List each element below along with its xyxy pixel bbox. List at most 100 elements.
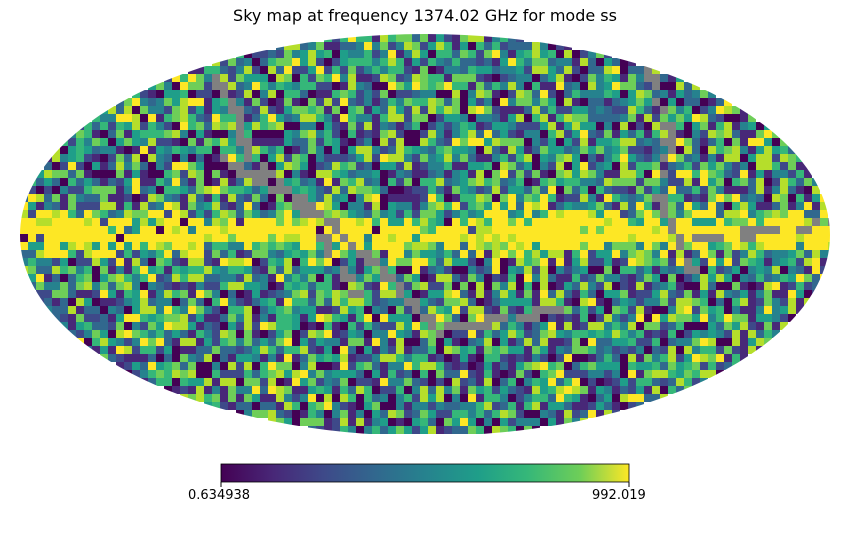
map-pixel — [636, 258, 644, 266]
map-pixel — [620, 90, 628, 98]
map-pixel — [396, 234, 404, 242]
map-pixel — [356, 418, 364, 426]
map-pixel — [724, 322, 732, 330]
map-pixel — [684, 314, 692, 322]
map-pixel — [660, 354, 668, 362]
map-pixel — [540, 122, 548, 130]
map-pixel — [716, 362, 724, 370]
map-pixel — [660, 218, 668, 226]
map-pixel — [492, 170, 500, 178]
map-pixel — [516, 370, 524, 378]
map-pixel — [172, 354, 180, 362]
map-pixel — [60, 138, 68, 146]
map-pixel — [460, 58, 468, 66]
map-pixel — [260, 178, 268, 186]
map-pixel — [268, 338, 276, 346]
map-pixel — [380, 82, 388, 90]
map-pixel — [260, 250, 268, 258]
map-pixel — [220, 170, 228, 178]
map-pixel — [556, 370, 564, 378]
map-pixel — [396, 186, 404, 194]
map-pixel — [556, 258, 564, 266]
map-pixel — [692, 274, 700, 282]
map-pixel — [516, 418, 524, 426]
map-pixel — [140, 170, 148, 178]
map-pixel — [772, 130, 780, 138]
map-pixel — [628, 234, 636, 242]
map-pixel — [140, 122, 148, 130]
map-pixel — [388, 410, 396, 418]
map-pixel — [412, 346, 420, 354]
map-pixel — [692, 258, 700, 266]
map-pixel — [540, 314, 548, 322]
map-pixel — [572, 266, 580, 274]
map-pixel — [300, 338, 308, 346]
map-pixel — [444, 386, 452, 394]
map-pixel — [300, 154, 308, 162]
map-pixel — [340, 226, 348, 234]
map-pixel — [188, 370, 196, 378]
map-pixel — [244, 194, 252, 202]
map-pixel — [212, 82, 220, 90]
map-pixel — [508, 418, 516, 426]
map-pixel — [300, 82, 308, 90]
map-pixel — [460, 410, 468, 418]
map-pixel — [772, 218, 780, 226]
map-pixel — [468, 226, 476, 234]
map-pixel — [396, 202, 404, 210]
map-pixel — [140, 90, 148, 98]
map-pixel — [68, 202, 76, 210]
map-pixel — [308, 74, 316, 82]
map-pixel — [620, 274, 628, 282]
map-pixel — [228, 202, 236, 210]
map-pixel — [388, 218, 396, 226]
map-pixel — [748, 298, 756, 306]
map-pixel — [252, 226, 260, 234]
map-pixel — [668, 218, 676, 226]
map-pixel — [380, 130, 388, 138]
map-pixel — [444, 122, 452, 130]
map-pixel — [212, 306, 220, 314]
map-pixel — [236, 90, 244, 98]
map-pixel — [116, 266, 124, 274]
map-pixel — [404, 314, 412, 322]
map-pixel — [724, 306, 732, 314]
map-pixel — [436, 66, 444, 74]
map-pixel — [780, 306, 788, 314]
map-pixel — [380, 258, 388, 266]
map-pixel — [204, 250, 212, 258]
map-pixel — [468, 410, 476, 418]
map-pixel — [220, 362, 228, 370]
map-pixel — [68, 330, 76, 338]
map-pixel — [196, 306, 204, 314]
map-pixel — [652, 154, 660, 162]
map-pixel — [260, 354, 268, 362]
map-pixel — [420, 154, 428, 162]
map-pixel — [228, 74, 236, 82]
map-pixel — [436, 234, 444, 242]
map-pixel — [388, 242, 396, 250]
map-pixel — [164, 386, 172, 394]
map-pixel — [140, 114, 148, 122]
map-pixel — [300, 298, 308, 306]
map-pixel — [372, 234, 380, 242]
map-pixel — [316, 322, 324, 330]
map-pixel — [68, 146, 76, 154]
map-pixel — [772, 194, 780, 202]
map-pixel — [308, 42, 316, 50]
map-pixel — [220, 146, 228, 154]
map-pixel — [404, 202, 412, 210]
map-pixel — [372, 138, 380, 146]
map-pixel — [796, 162, 804, 170]
map-pixel — [156, 338, 164, 346]
map-pixel — [740, 202, 748, 210]
map-pixel — [716, 186, 724, 194]
map-pixel — [44, 226, 52, 234]
map-pixel — [404, 418, 412, 426]
map-pixel — [284, 386, 292, 394]
map-pixel — [188, 74, 196, 82]
map-pixel — [548, 90, 556, 98]
map-pixel — [212, 210, 220, 218]
map-pixel — [300, 322, 308, 330]
map-pixel — [156, 242, 164, 250]
